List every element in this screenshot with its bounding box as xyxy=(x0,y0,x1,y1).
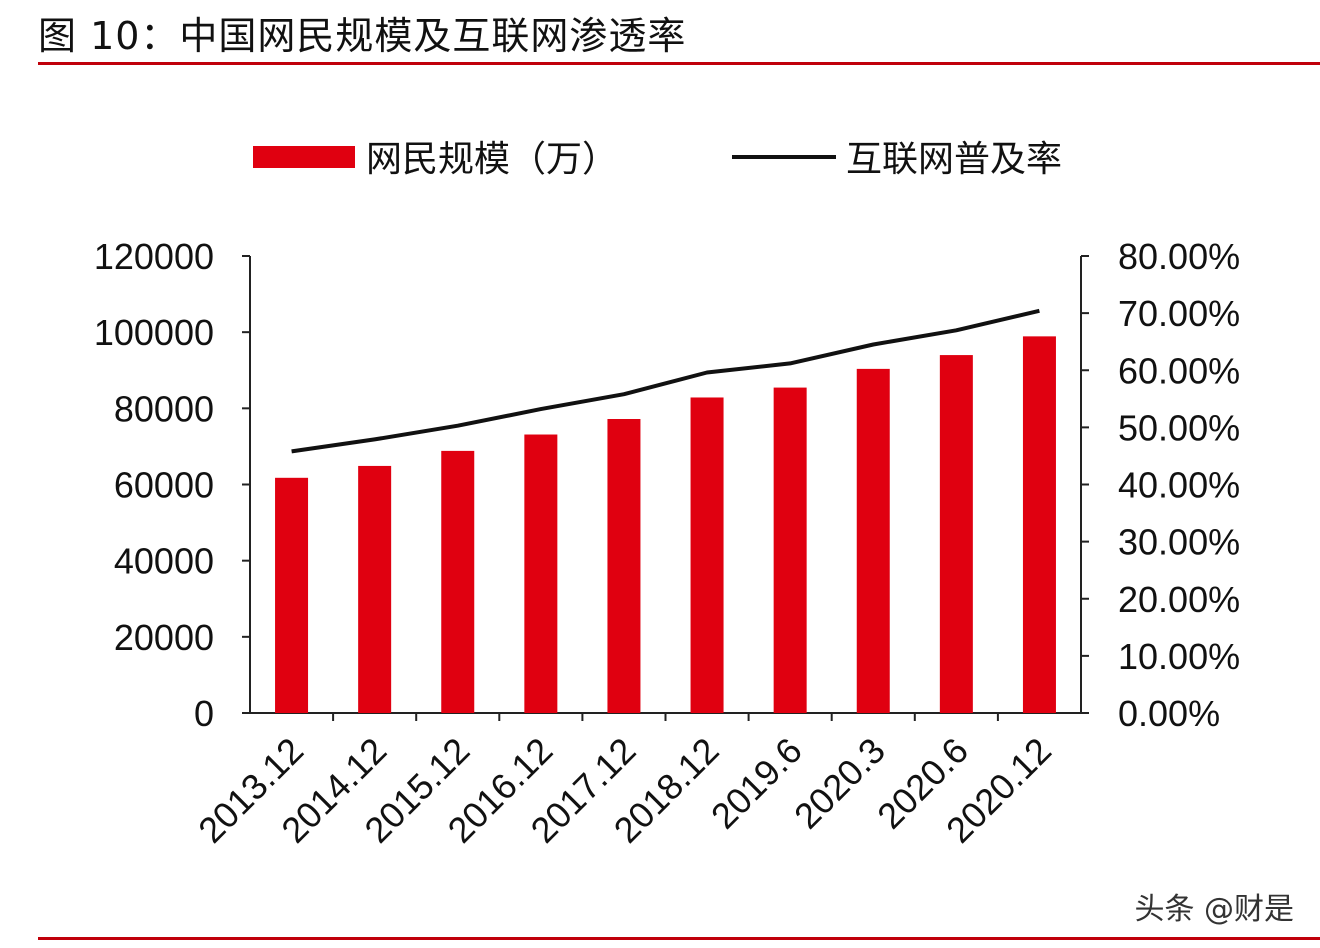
right-tick-label: 50.00% xyxy=(1118,407,1240,448)
right-tick-label: 70.00% xyxy=(1118,293,1240,334)
x-category-label: 2020.3 xyxy=(786,730,893,837)
line-series xyxy=(291,308,1040,454)
bottom-rule xyxy=(38,937,1320,940)
bar xyxy=(939,355,973,713)
left-tick-label: 40000 xyxy=(114,541,214,582)
bar xyxy=(856,368,890,713)
right-tick-label: 80.00% xyxy=(1118,236,1240,277)
figure-title: 图 10：中国网民规模及互联网渗透率 xyxy=(38,14,687,58)
left-tick-label: 20000 xyxy=(114,617,214,658)
watermark: 头条 @财是 xyxy=(1134,892,1294,927)
bar xyxy=(275,477,309,713)
right-tick-label: 60.00% xyxy=(1118,350,1240,391)
left-tick-label: 120000 xyxy=(94,236,214,277)
bar xyxy=(607,419,641,713)
legend-label-bars: 网民规模（万） xyxy=(366,139,618,180)
right-tick-label: 30.00% xyxy=(1118,522,1240,563)
left-tick-label: 80000 xyxy=(114,388,214,429)
bars xyxy=(275,336,1056,713)
right-tick-label: 0.00% xyxy=(1118,693,1220,734)
legend: 网民规模（万） 互联网普及率 xyxy=(253,139,1062,180)
right-tick-label: 20.00% xyxy=(1118,579,1240,620)
title-rule xyxy=(38,62,1320,65)
legend-label-line: 互联网普及率 xyxy=(846,139,1062,180)
bar xyxy=(690,397,724,713)
bar xyxy=(358,465,392,713)
bar xyxy=(773,387,807,713)
right-tick-label: 10.00% xyxy=(1118,636,1240,677)
legend-bar-swatch xyxy=(253,146,355,168)
bar xyxy=(441,450,475,713)
axis-labels: 0 20000 40000 60000 80000 100000 120000 0.00% 10… xyxy=(94,236,1240,851)
left-tick-label: 0 xyxy=(194,693,214,734)
bar xyxy=(524,434,558,713)
penetration-rate-line xyxy=(291,308,1040,454)
x-category-label: 2019.6 xyxy=(703,730,810,837)
bar xyxy=(1022,336,1056,713)
left-tick-label: 100000 xyxy=(94,312,214,353)
left-tick-label: 60000 xyxy=(114,465,214,506)
right-tick-label: 40.00% xyxy=(1118,465,1240,506)
